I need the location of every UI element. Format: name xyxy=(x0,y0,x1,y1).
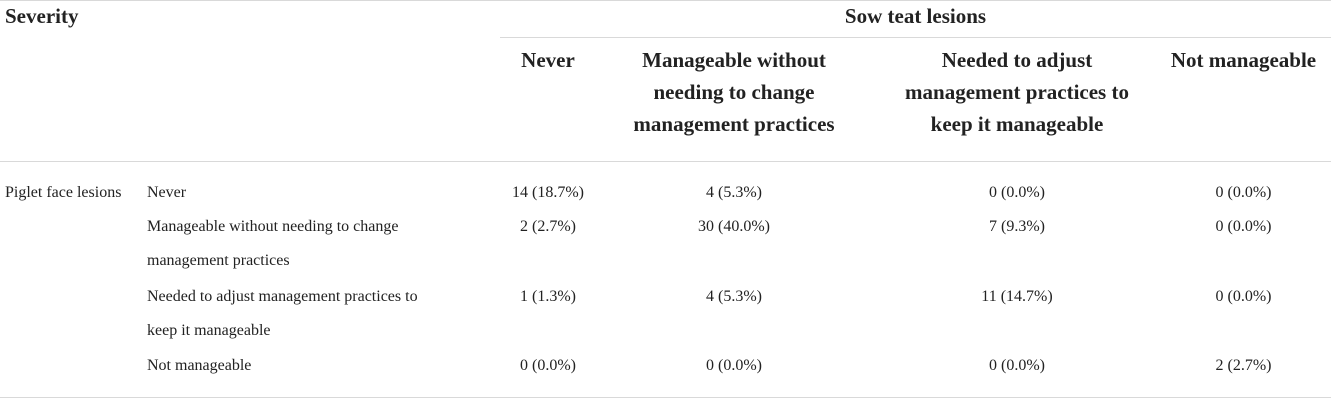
cell-never: 14 (18.7%) xyxy=(512,184,584,201)
cell-needed-to-adjust: 11 (14.7%) xyxy=(981,288,1053,305)
header-line: management practices to xyxy=(905,80,1129,104)
column-header-not-manageable: Not manageable xyxy=(1156,44,1331,76)
header-line: Not manageable xyxy=(1170,48,1317,72)
cell-not-manageable: 2 (2.7%) xyxy=(1215,357,1272,374)
row-label-line: Not manageable xyxy=(147,357,252,374)
row-label-line: Manageable without needing to change xyxy=(147,218,399,235)
header-line: keep it manageable xyxy=(930,112,1104,136)
row-label: Not manageable xyxy=(147,349,251,383)
cell-manageable-without-change: 4 (5.3%) xyxy=(706,184,762,201)
cell-manageable-without-change: 30 (40.0%) xyxy=(698,218,770,235)
row-label-line: Needed to adjust management practices to xyxy=(147,288,418,305)
cell-manageable-without-change: 0 (0.0%) xyxy=(706,357,762,374)
cell-not-manageable: 0 (0.0%) xyxy=(1215,218,1272,235)
cell-needed-to-adjust: 7 (9.3%) xyxy=(989,218,1045,235)
severity-header: Severity xyxy=(5,4,79,28)
row-label: Never xyxy=(147,176,186,210)
header-bottom-rule xyxy=(0,161,1331,162)
row-label: Needed to adjust management practices to… xyxy=(147,280,418,348)
cell-never: 0 (0.0%) xyxy=(520,357,576,374)
header-line: management practices xyxy=(633,112,835,136)
header-line: Manageable without xyxy=(642,48,826,72)
cell-needed-to-adjust: 0 (0.0%) xyxy=(989,357,1045,374)
table-bottom-rule xyxy=(0,397,1331,398)
cell-needed-to-adjust: 0 (0.0%) xyxy=(989,184,1045,201)
header-top-rule xyxy=(0,0,1331,1)
cell-never: 2 (2.7%) xyxy=(520,218,576,235)
header-line: Never xyxy=(521,48,575,72)
row-label-line: Never xyxy=(147,184,187,201)
row-label-line: management practices xyxy=(147,252,290,269)
header-line: Needed to adjust xyxy=(941,48,1093,72)
sow-teat-lesions-header: Sow teat lesions xyxy=(844,4,987,28)
column-header-manageable-without-change: Manageable without needing to change man… xyxy=(612,44,856,140)
cell-not-manageable: 0 (0.0%) xyxy=(1215,288,1272,305)
column-header-never: Never xyxy=(500,44,596,76)
row-label-line: keep it manageable xyxy=(147,322,271,339)
cell-never: 1 (1.3%) xyxy=(520,288,576,305)
row-group-label-piglet-face-lesions: Piglet face lesions xyxy=(5,184,122,201)
header-line: needing to change xyxy=(653,80,815,104)
row-label: Manageable without needing to change man… xyxy=(147,210,398,278)
cell-manageable-without-change: 4 (5.3%) xyxy=(706,288,762,305)
cell-not-manageable: 0 (0.0%) xyxy=(1215,184,1272,201)
column-header-needed-to-adjust: Needed to adjust management practices to… xyxy=(878,44,1156,140)
group-header-rule xyxy=(500,37,1331,38)
